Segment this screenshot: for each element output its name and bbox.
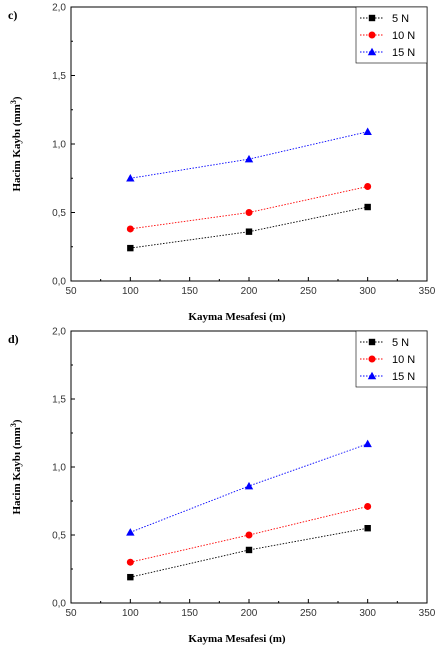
y-tick-label: 1,5 xyxy=(52,395,66,406)
data-point-5n xyxy=(245,228,253,235)
x-tick-label: 300 xyxy=(359,286,376,297)
y-axis-title-sup: 3 xyxy=(9,100,18,104)
y-tick-label: 0,0 xyxy=(52,599,66,610)
legend-marker xyxy=(367,47,377,56)
y-tick-label: 0,5 xyxy=(52,531,66,542)
legend-marker xyxy=(368,31,376,39)
legend-label: 5 N xyxy=(392,13,409,25)
data-point-10n xyxy=(364,502,372,510)
x-tick-label: 150 xyxy=(181,608,198,619)
y-tick-label: 1,5 xyxy=(52,71,66,82)
legend-marker xyxy=(367,371,377,380)
y-axis-title-main: Hacim Kaybı (mm xyxy=(11,104,23,191)
x-tick-label: 300 xyxy=(359,608,376,619)
panel-label: d) xyxy=(8,332,19,346)
data-point-15n xyxy=(126,528,135,536)
x-tick-label: 200 xyxy=(241,608,258,619)
legend-label: 15 N xyxy=(392,371,415,383)
y-tick-label: 1,0 xyxy=(52,140,66,151)
x-tick-label: 250 xyxy=(300,286,317,297)
x-axis-title: Kayma Mesafesi (m) xyxy=(188,633,285,645)
chart-panel-c: c) 50 100 150 200 250 300 350 0,0 0,5 1,0 1,5 2,0 Kay… xyxy=(0,0,435,327)
y-tick-label: 2,0 xyxy=(52,3,66,14)
y-tick-label: 0,5 xyxy=(52,208,66,219)
series-line-5n xyxy=(130,206,368,249)
data-point-5n xyxy=(364,203,371,211)
data-point-5n xyxy=(127,573,134,581)
data-point-15n xyxy=(244,154,254,163)
x-tick-label: 50 xyxy=(65,286,77,297)
series-line-5n xyxy=(130,527,368,578)
data-point-15n xyxy=(244,481,254,490)
x-tick-label: 350 xyxy=(419,286,435,297)
x-tick-label: 100 xyxy=(122,608,139,619)
x-axis-title: Kayma Mesafesi (m) xyxy=(188,311,285,323)
legend-label: 15 N xyxy=(392,47,415,59)
series-line-10n xyxy=(130,186,368,230)
legend-label: 5 N xyxy=(392,337,409,349)
y-axis-title-sup: 3 xyxy=(9,423,18,427)
x-tick-label: 100 xyxy=(122,286,139,297)
data-point-10n xyxy=(126,558,134,566)
y-axis-title: Hacim Kaybı (mm3) xyxy=(9,96,23,191)
legend-marker xyxy=(368,338,376,346)
y-tick-label: 2,0 xyxy=(52,327,66,338)
data-point-10n xyxy=(364,182,372,190)
chart-c-svg: c) 50 100 150 200 250 300 350 0,0 0,5 1,0 1,5 2,0 Kay… xyxy=(8,3,435,324)
data-point-10n xyxy=(126,225,134,233)
data-point-5n xyxy=(364,525,371,532)
legend-marker xyxy=(368,14,376,22)
data-point-15n xyxy=(126,174,135,182)
legend-label: 10 N xyxy=(392,354,415,366)
y-tick-label: 1,0 xyxy=(52,463,66,474)
legend-label: 10 N xyxy=(392,30,415,42)
y-axis-title-end: ) xyxy=(11,419,23,423)
y-axis-title-main: Hacim Kaybı (mm xyxy=(11,427,23,514)
data-point-10n xyxy=(245,209,253,216)
x-tick-label: 150 xyxy=(181,286,198,297)
data-point-5n xyxy=(245,546,253,554)
data-point-15n xyxy=(363,439,372,448)
chart-panel-d: d) 50 100 150 200 250 300 350 0,0 0,5 1,0 1,5 2,0 Kay… xyxy=(0,327,435,654)
y-axis-title-end: ) xyxy=(11,96,23,100)
x-tick-label: 350 xyxy=(419,608,435,619)
chart-d-svg: d) 50 100 150 200 250 300 350 0,0 0,5 1,0 1,5 2,0 Kay… xyxy=(8,327,435,645)
legend-marker xyxy=(368,355,376,363)
x-tick-label: 250 xyxy=(300,608,317,619)
y-tick-label: 0,0 xyxy=(52,277,66,288)
panel-label: c) xyxy=(8,8,17,22)
data-point-15n xyxy=(363,127,372,135)
x-tick-label: 200 xyxy=(241,286,258,297)
y-axis-title: Hacim Kaybı (mm3) xyxy=(9,419,23,514)
data-point-10n xyxy=(245,531,253,539)
legend-box xyxy=(355,330,428,388)
x-tick-label: 50 xyxy=(65,608,77,619)
legend-box xyxy=(355,6,428,64)
data-point-5n xyxy=(127,244,134,252)
